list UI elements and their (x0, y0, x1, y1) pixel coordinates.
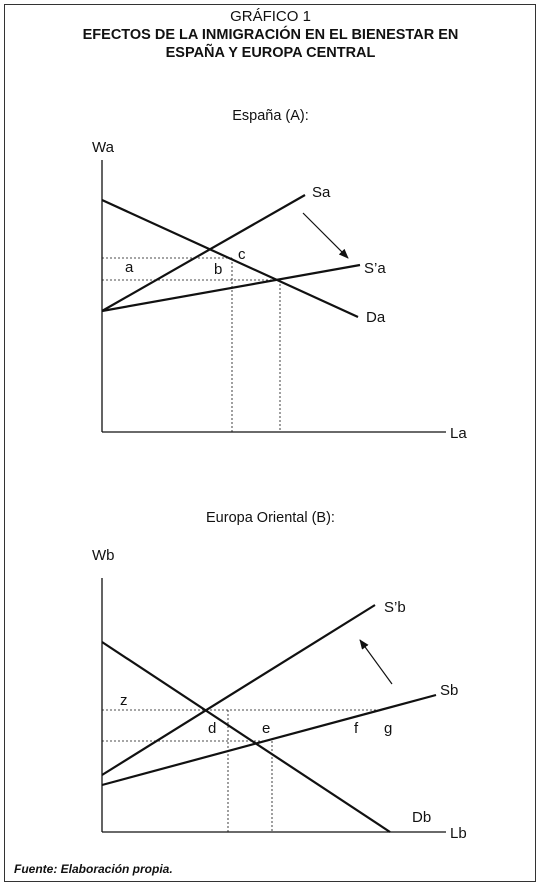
panel-b-supply-curve (101, 693, 437, 787)
panel-a-x-axis-label: La (450, 425, 467, 442)
panel-b-subtitle: Europa Oriental (B): (206, 510, 335, 526)
panel-b-demand-curve (101, 641, 391, 833)
panel-b-supply-shifted-curve (101, 604, 376, 776)
panel-a-supply-shifted-label: S’a (364, 260, 386, 277)
panel-a-demand-label: Da (366, 309, 386, 326)
panel-b-area-e: e (262, 720, 270, 737)
figure-title-line-2: ESPAÑA Y EUROPA CENTRAL (165, 45, 376, 61)
figure-source: Fuente: Elaboración propia. (14, 862, 173, 876)
panel-b-supply-shifted-label: S’b (384, 599, 406, 616)
panel-b-shift-arrow (359, 639, 393, 685)
panel-a-shift-arrow (302, 212, 349, 259)
panel-a-supply-curve (101, 194, 306, 312)
panel-b: Wb Lb S’b Sb Db z d e f g (92, 547, 467, 842)
panel-a-y-axis-label: Wa (92, 139, 115, 156)
figure-header: GRÁFICO 1 EFECTOS DE LA INMIGRACIÓN EN E… (0, 8, 541, 62)
panel-b-demand-label: Db (412, 809, 431, 826)
panel-a-subtitle: España (A): (232, 108, 309, 124)
panel-b-area-f: f (354, 720, 359, 737)
panel-b-x-axis-label: Lb (450, 825, 467, 842)
figure-title-line-1: EFECTOS DE LA INMIGRACIÓN EN EL BIENESTA… (82, 27, 459, 43)
panel-b-area-d: d (208, 720, 216, 737)
figure-frame (4, 4, 536, 882)
panel-b-area-g: g (384, 720, 392, 737)
panel-a-area-b: b (214, 261, 222, 278)
figure-number: GRÁFICO 1 (230, 8, 311, 25)
panel-a-area-a: a (125, 259, 134, 276)
panel-a-area-c: c (238, 246, 246, 263)
panel-b-supply-label: Sb (440, 682, 458, 699)
panel-a-supply-label: Sa (312, 184, 331, 201)
panel-b-y-axis-label: Wb (92, 547, 115, 564)
panel-a-supply-shifted-curve (101, 263, 361, 313)
panel-a-demand-curve (101, 198, 359, 319)
panel-b-area-z: z (120, 692, 128, 709)
panel-a: Wa La Sa S’a Da a b c (92, 139, 467, 442)
